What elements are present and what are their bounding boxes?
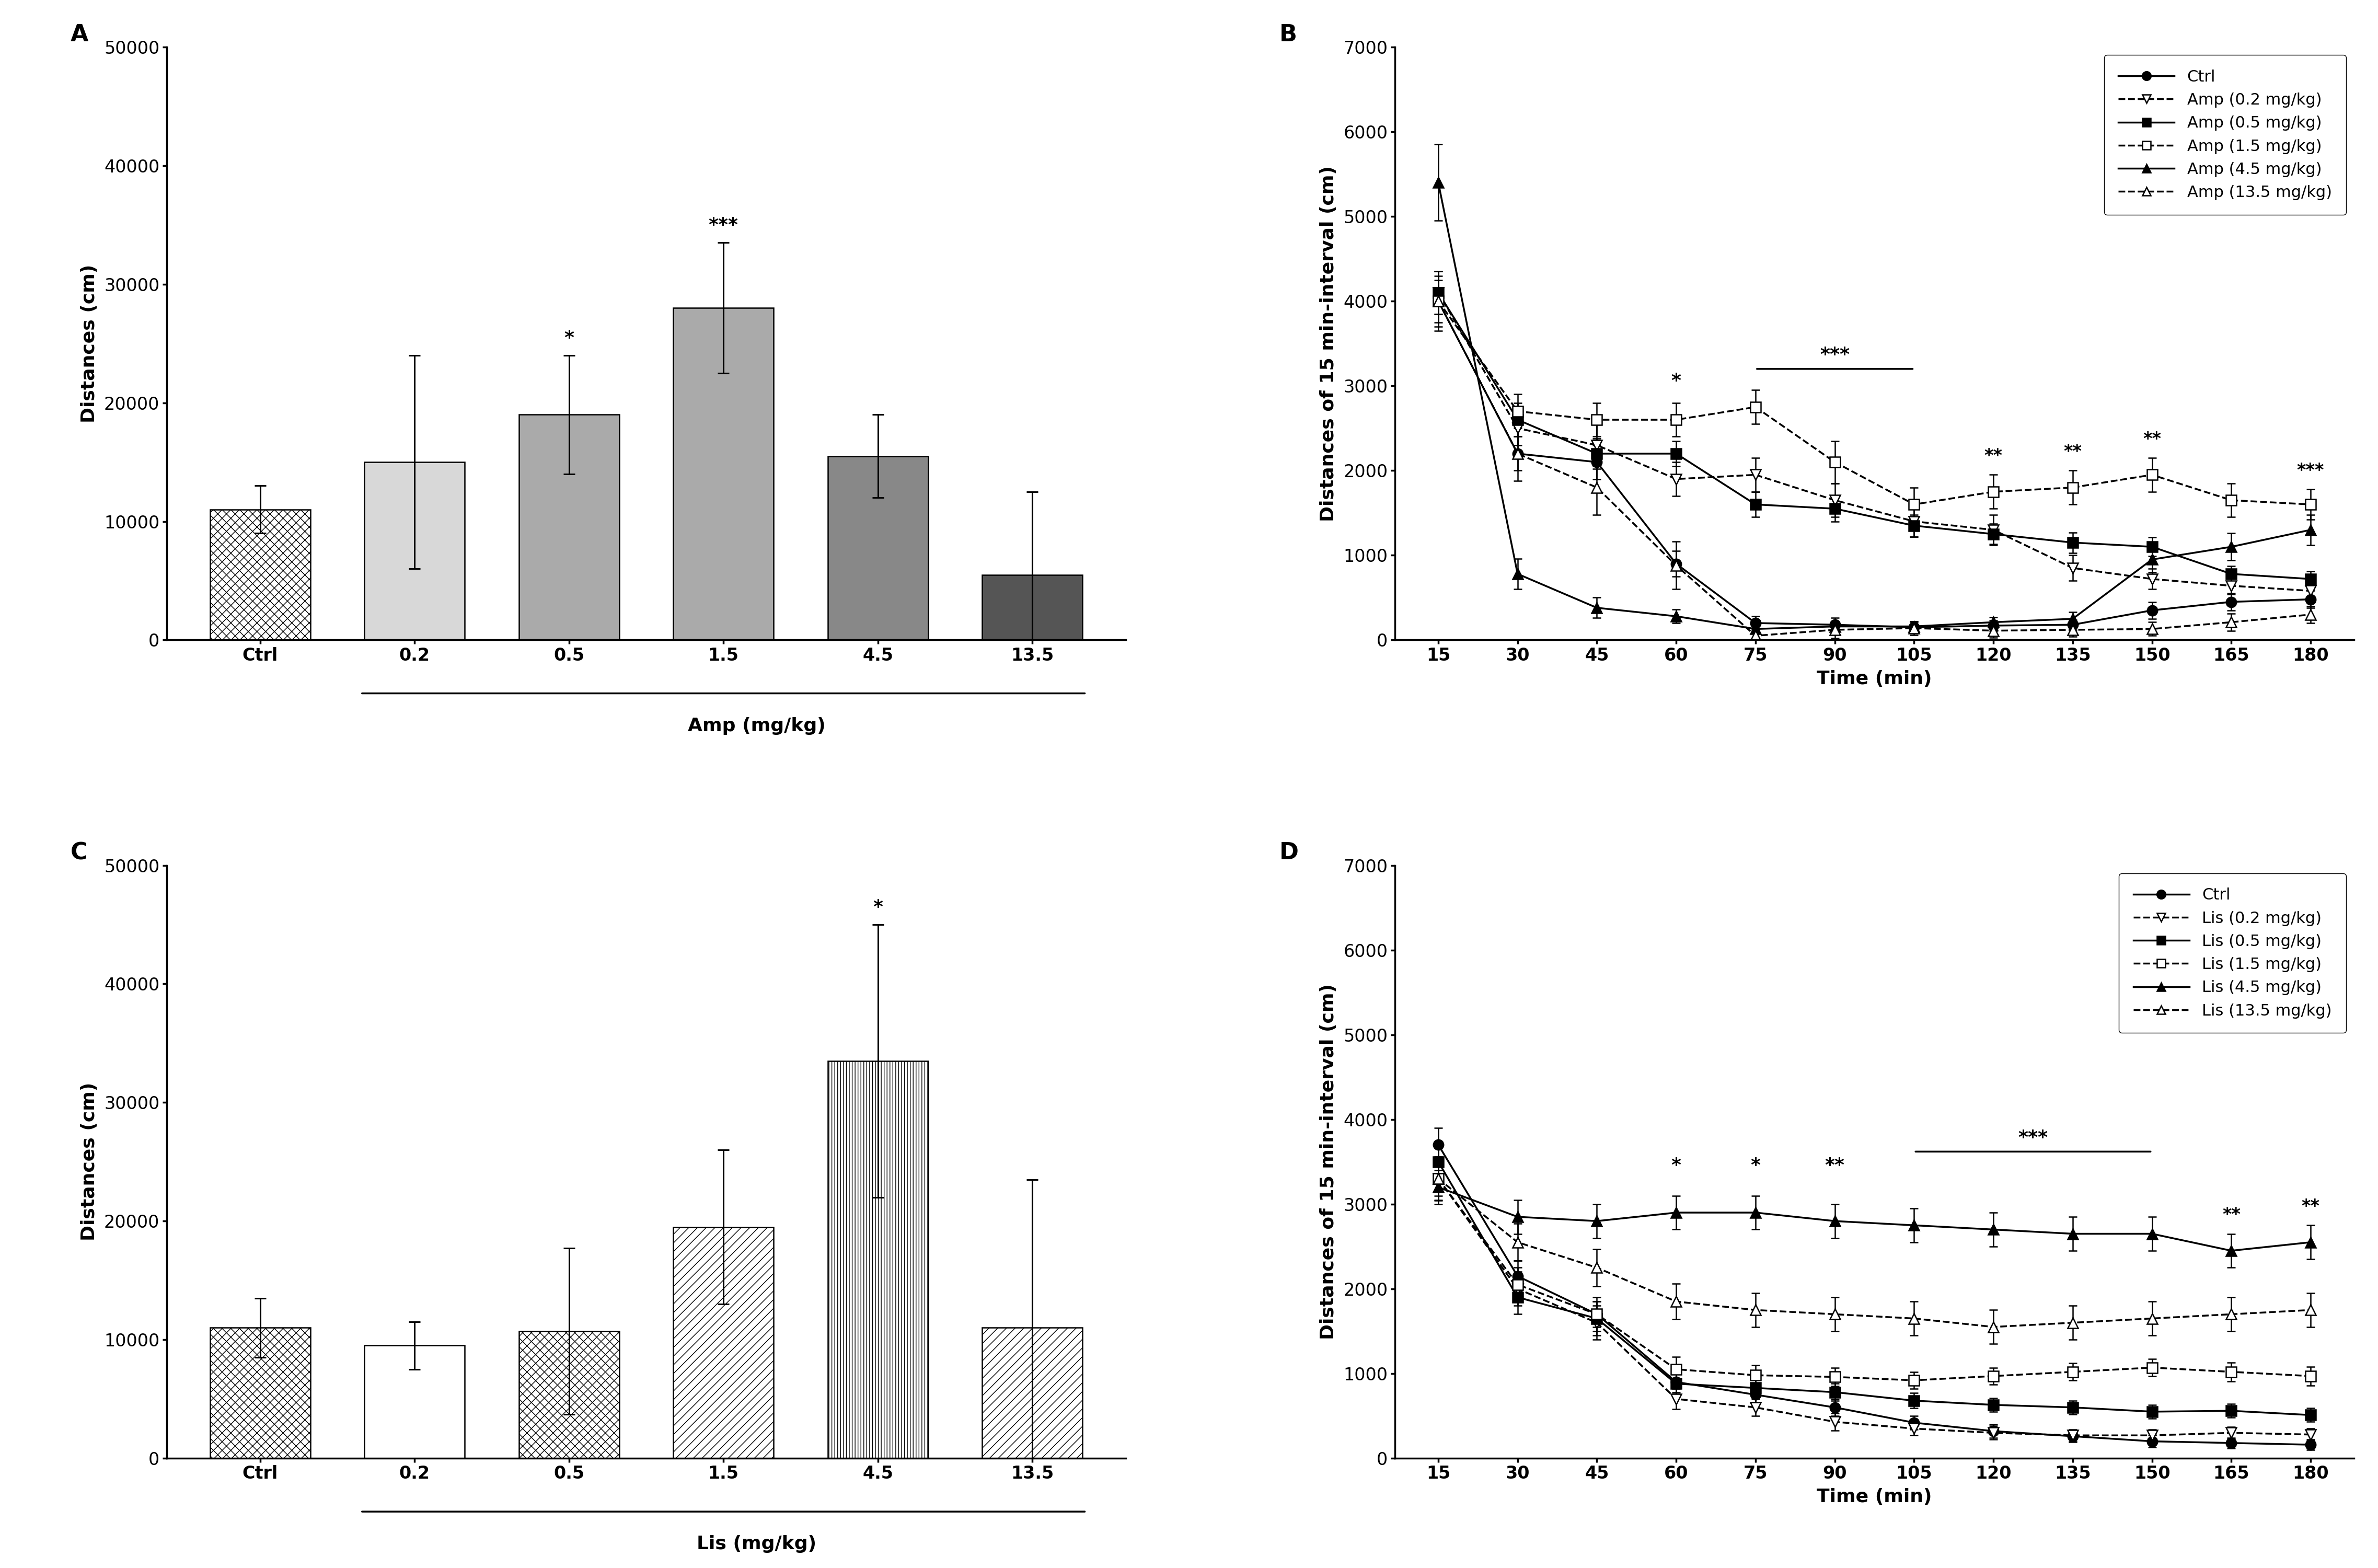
Text: ***: *** <box>2019 1129 2047 1146</box>
Text: Lis (mg/kg): Lis (mg/kg) <box>697 1535 816 1552</box>
Bar <box>364 463 464 640</box>
Text: *: * <box>1672 372 1681 390</box>
Text: *: * <box>873 898 882 916</box>
Text: *: * <box>564 329 573 347</box>
Bar <box>518 1331 618 1458</box>
Bar <box>209 1328 312 1458</box>
Y-axis label: Distances (cm): Distances (cm) <box>81 1082 97 1240</box>
Legend: Ctrl, Lis (0.2 mg/kg), Lis (0.5 mg/kg), Lis (1.5 mg/kg), Lis (4.5 mg/kg), Lis (1: Ctrl, Lis (0.2 mg/kg), Lis (0.5 mg/kg), … <box>2119 873 2347 1033</box>
Text: **: ** <box>2221 1206 2240 1223</box>
Text: A: A <box>71 24 88 45</box>
X-axis label: Time (min): Time (min) <box>1817 1488 1931 1505</box>
Bar <box>828 456 927 640</box>
Bar <box>982 575 1082 640</box>
Text: ***: *** <box>709 216 737 234</box>
Bar <box>673 307 773 640</box>
Text: ***: *** <box>2297 463 2323 480</box>
X-axis label: Time (min): Time (min) <box>1817 670 1931 688</box>
Text: Amp (mg/kg): Amp (mg/kg) <box>687 717 825 735</box>
Text: ***: *** <box>1819 347 1850 364</box>
Text: *: * <box>1672 1157 1681 1174</box>
Legend: Ctrl, Amp (0.2 mg/kg), Amp (0.5 mg/kg), Amp (1.5 mg/kg), Amp (4.5 mg/kg), Amp (1: Ctrl, Amp (0.2 mg/kg), Amp (0.5 mg/kg), … <box>2105 55 2347 215</box>
Bar <box>673 1228 773 1458</box>
Y-axis label: Distances (cm): Distances (cm) <box>81 265 97 423</box>
Y-axis label: Distances of 15 min-interval (cm): Distances of 15 min-interval (cm) <box>1320 983 1336 1339</box>
Text: B: B <box>1279 24 1298 45</box>
Text: D: D <box>1279 842 1298 864</box>
Text: **: ** <box>1983 447 2002 464</box>
Text: **: ** <box>1824 1157 1845 1174</box>
Text: *: * <box>1750 1157 1760 1174</box>
Text: C: C <box>71 842 88 864</box>
Text: **: ** <box>2064 444 2081 461</box>
Bar <box>518 414 618 640</box>
Bar <box>982 1328 1082 1458</box>
Text: **: ** <box>2302 1198 2321 1215</box>
Bar <box>828 1062 927 1458</box>
Y-axis label: Distances of 15 min-interval (cm): Distances of 15 min-interval (cm) <box>1320 166 1336 522</box>
Bar <box>209 510 312 640</box>
Text: **: ** <box>2143 431 2162 448</box>
Bar <box>364 1345 464 1458</box>
